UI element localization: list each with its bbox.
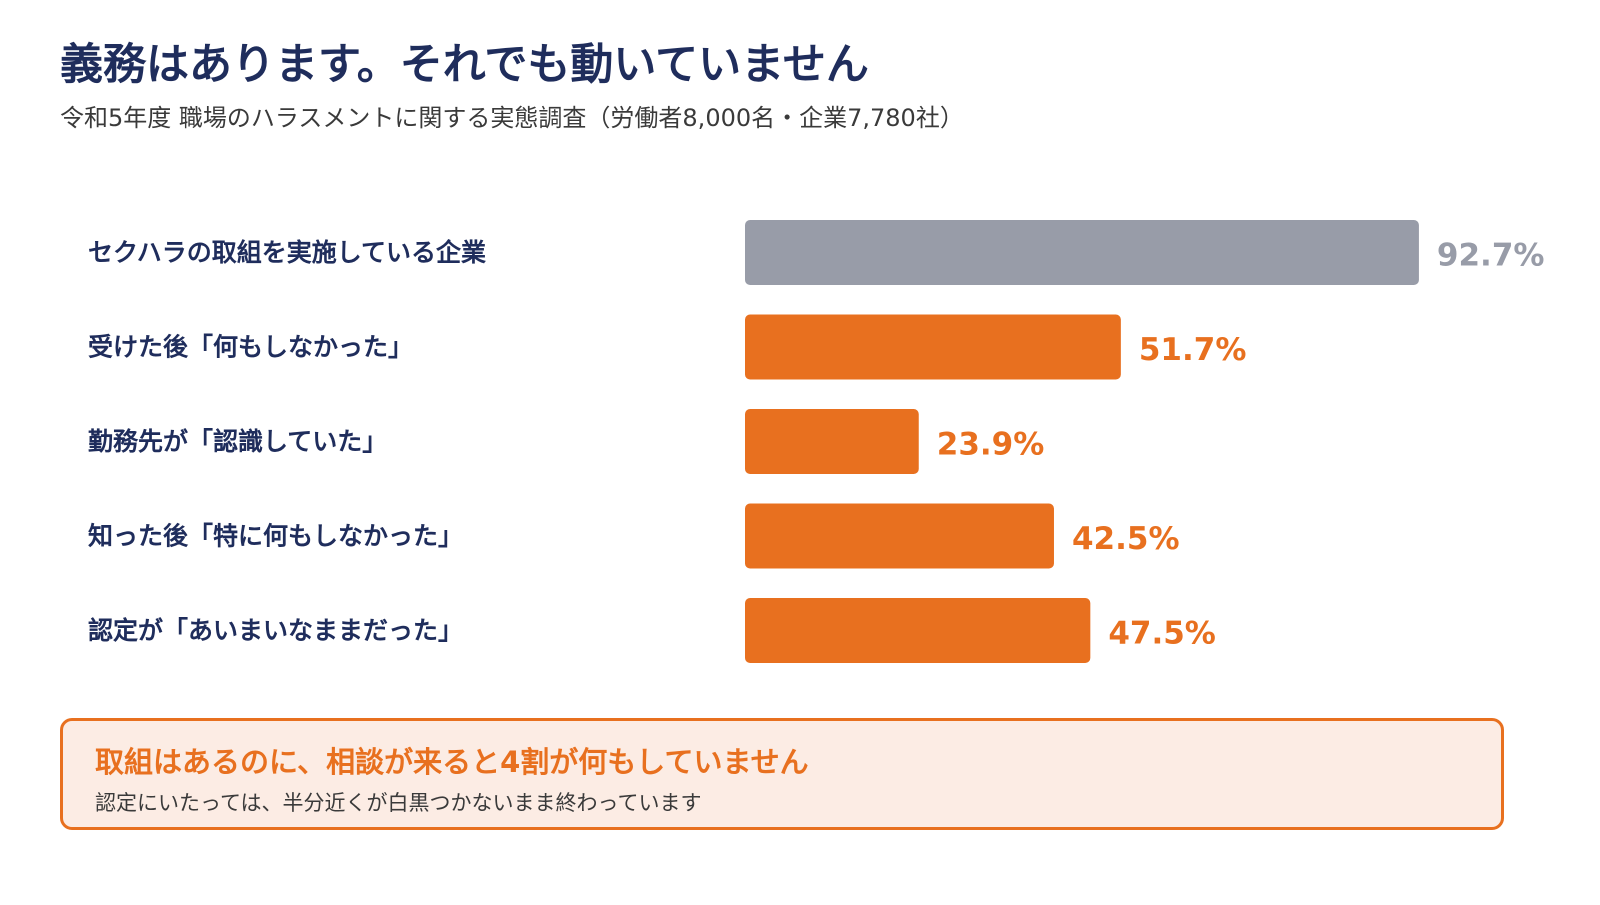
- bar-chart: セクハラの取組を実施している企業 92.7% 受けた後「何もしなかった」 51.7% 勤…: [88, 220, 1545, 663]
- value-label: 47.5%: [1108, 616, 1216, 652]
- summary-callout: 取組はあるのに、相談が来ると4割が何もしていません 認定にいたっては、半分近くが…: [60, 718, 1504, 830]
- category-label: 知った後「特に何もしなかった」: [88, 522, 463, 551]
- category-label: 認定が「あいまいなままだった」: [88, 616, 463, 645]
- page-title: 義務はあります。それでも動いていません: [60, 40, 869, 90]
- page-subtitle: 令和5年度 職場のハラスメントに関する実態調査（労働者8,000名・企業7,78…: [60, 104, 964, 132]
- value-label: 23.9%: [937, 427, 1045, 463]
- callout-heading: 取組はあるのに、相談が来ると4割が何もしていません: [95, 745, 809, 779]
- callout-body: 認定にいたっては、半分近くが白黒つかないまま終わっています: [95, 791, 702, 815]
- value-label: 51.7%: [1139, 332, 1247, 368]
- bar: [745, 220, 1419, 285]
- value-label: 92.7%: [1437, 238, 1545, 274]
- bar: [745, 598, 1091, 663]
- category-label: 勤務先が「認識していた」: [88, 427, 387, 456]
- bar: [745, 409, 919, 474]
- category-label: セクハラの取組を実施している企業: [88, 238, 486, 267]
- bar: [745, 503, 1054, 569]
- category-label: 受けた後「何もしなかった」: [88, 333, 413, 362]
- value-label: 42.5%: [1072, 521, 1180, 557]
- bar: [745, 314, 1121, 380]
